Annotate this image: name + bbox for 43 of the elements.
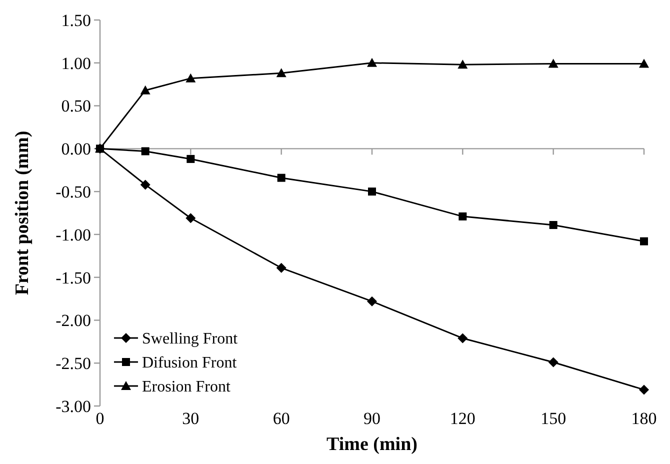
x-tick-label: 0 (96, 409, 104, 428)
point (548, 58, 558, 68)
point (458, 60, 468, 69)
point (549, 221, 558, 230)
point (276, 68, 286, 78)
point (639, 384, 649, 395)
point (140, 180, 150, 190)
point (277, 174, 286, 182)
x-tick-label: 30 (182, 409, 200, 428)
point (367, 58, 377, 67)
y-tick-label: -3.00 (56, 396, 91, 416)
y-tick-label: -1.00 (56, 225, 91, 244)
point (141, 147, 150, 156)
x-tick-label: 120 (450, 409, 476, 428)
point (140, 85, 150, 94)
point (639, 58, 649, 68)
point (276, 262, 286, 273)
legend-label: Difusion Front (142, 354, 238, 372)
y-tick-label: 1.50 (61, 10, 91, 30)
y-axis-title: Front position (mm) (12, 130, 33, 296)
point (186, 73, 196, 82)
y-tick-label: -0.50 (56, 182, 91, 202)
x-tick-label: 90 (364, 409, 380, 428)
x-axis-title: Time (min) (326, 434, 418, 455)
y-tick-label: -2.50 (56, 354, 91, 374)
point (458, 212, 467, 220)
x-tick-label: 150 (540, 409, 566, 428)
legend-label: Erosion Front (142, 378, 231, 396)
point (367, 296, 377, 306)
y-tick-label: 0.50 (61, 96, 91, 116)
y-tick-label: 0.00 (61, 140, 91, 159)
x-tick-label: 180 (631, 409, 657, 428)
y-tick-label: 1.00 (61, 54, 91, 73)
x-tick-label: 60 (272, 409, 290, 428)
y-tick-label: -1.50 (56, 268, 91, 288)
y-tick-label: -2.00 (56, 311, 91, 330)
point (368, 188, 376, 196)
point (640, 237, 648, 246)
point (458, 333, 468, 344)
point (548, 357, 558, 368)
point (186, 154, 195, 163)
point (186, 213, 196, 224)
legend-label: Swelling Front (142, 330, 238, 348)
